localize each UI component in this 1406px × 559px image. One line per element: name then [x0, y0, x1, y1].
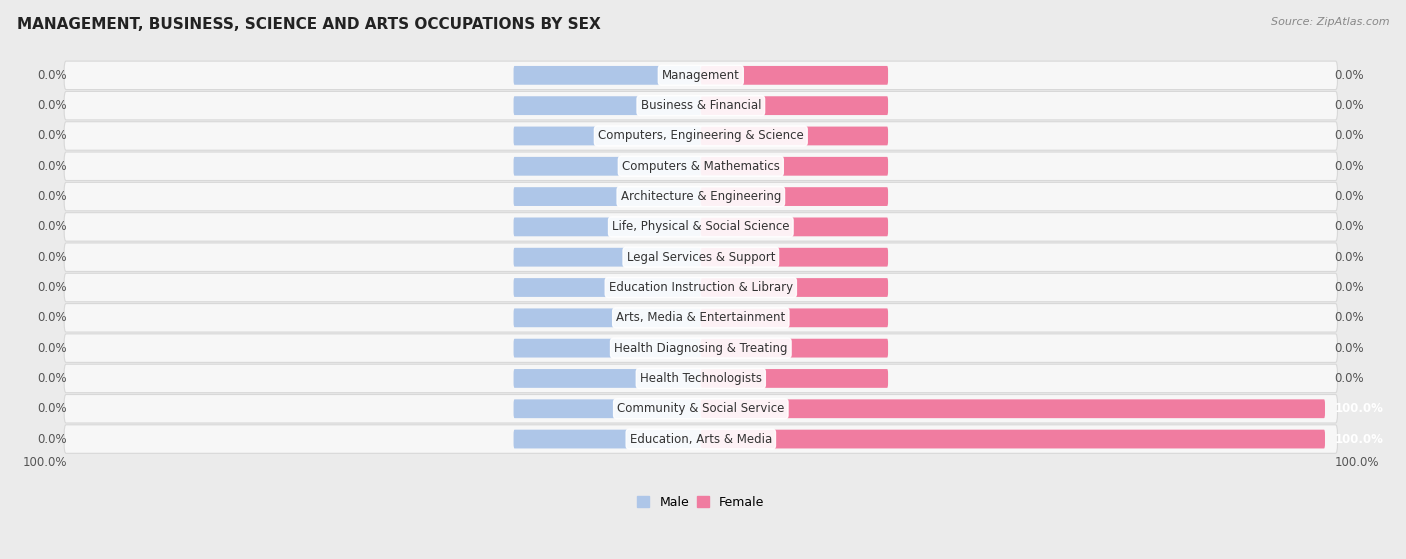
Text: Source: ZipAtlas.com: Source: ZipAtlas.com	[1271, 17, 1389, 27]
Text: 100.0%: 100.0%	[1334, 402, 1384, 415]
Text: 0.0%: 0.0%	[1334, 281, 1364, 294]
FancyBboxPatch shape	[700, 399, 1324, 418]
Text: 0.0%: 0.0%	[38, 190, 67, 203]
FancyBboxPatch shape	[65, 243, 1337, 272]
FancyBboxPatch shape	[700, 278, 889, 297]
Text: Architecture & Engineering: Architecture & Engineering	[620, 190, 780, 203]
FancyBboxPatch shape	[65, 61, 1337, 89]
FancyBboxPatch shape	[513, 399, 700, 418]
FancyBboxPatch shape	[65, 92, 1337, 120]
Text: Life, Physical & Social Science: Life, Physical & Social Science	[612, 220, 790, 234]
Text: 0.0%: 0.0%	[38, 69, 67, 82]
FancyBboxPatch shape	[65, 122, 1337, 150]
FancyBboxPatch shape	[65, 425, 1337, 453]
Text: Legal Services & Support: Legal Services & Support	[627, 250, 775, 264]
FancyBboxPatch shape	[513, 339, 700, 358]
Text: 0.0%: 0.0%	[38, 342, 67, 354]
Text: 100.0%: 100.0%	[1334, 433, 1384, 446]
Text: 0.0%: 0.0%	[1334, 69, 1364, 82]
FancyBboxPatch shape	[513, 187, 700, 206]
FancyBboxPatch shape	[700, 96, 889, 115]
FancyBboxPatch shape	[513, 66, 700, 85]
Text: Computers, Engineering & Science: Computers, Engineering & Science	[598, 130, 804, 143]
FancyBboxPatch shape	[513, 126, 700, 145]
FancyBboxPatch shape	[700, 126, 889, 145]
Text: 0.0%: 0.0%	[38, 402, 67, 415]
Text: Community & Social Service: Community & Social Service	[617, 402, 785, 415]
FancyBboxPatch shape	[513, 278, 700, 297]
Text: 0.0%: 0.0%	[38, 281, 67, 294]
Text: 0.0%: 0.0%	[1334, 372, 1364, 385]
Text: 0.0%: 0.0%	[38, 433, 67, 446]
Text: 0.0%: 0.0%	[38, 372, 67, 385]
Text: 0.0%: 0.0%	[1334, 99, 1364, 112]
Text: 0.0%: 0.0%	[1334, 190, 1364, 203]
FancyBboxPatch shape	[65, 395, 1337, 423]
Text: Education Instruction & Library: Education Instruction & Library	[609, 281, 793, 294]
Text: Health Diagnosing & Treating: Health Diagnosing & Treating	[614, 342, 787, 354]
FancyBboxPatch shape	[700, 66, 889, 85]
FancyBboxPatch shape	[513, 157, 700, 176]
Text: Arts, Media & Entertainment: Arts, Media & Entertainment	[616, 311, 786, 324]
Text: MANAGEMENT, BUSINESS, SCIENCE AND ARTS OCCUPATIONS BY SEX: MANAGEMENT, BUSINESS, SCIENCE AND ARTS O…	[17, 17, 600, 32]
FancyBboxPatch shape	[700, 430, 1324, 448]
FancyBboxPatch shape	[65, 304, 1337, 332]
FancyBboxPatch shape	[65, 212, 1337, 241]
FancyBboxPatch shape	[65, 273, 1337, 302]
FancyBboxPatch shape	[513, 96, 700, 115]
FancyBboxPatch shape	[513, 430, 700, 448]
Text: 0.0%: 0.0%	[38, 220, 67, 234]
Text: 100.0%: 100.0%	[22, 456, 67, 469]
Text: 0.0%: 0.0%	[38, 250, 67, 264]
FancyBboxPatch shape	[513, 248, 700, 267]
Text: Management: Management	[662, 69, 740, 82]
FancyBboxPatch shape	[65, 182, 1337, 211]
Text: 0.0%: 0.0%	[1334, 311, 1364, 324]
Text: 0.0%: 0.0%	[38, 311, 67, 324]
FancyBboxPatch shape	[700, 187, 889, 206]
FancyBboxPatch shape	[65, 334, 1337, 362]
Text: 0.0%: 0.0%	[38, 130, 67, 143]
FancyBboxPatch shape	[513, 369, 700, 388]
Text: Health Technologists: Health Technologists	[640, 372, 762, 385]
Text: Business & Financial: Business & Financial	[641, 99, 761, 112]
Text: 0.0%: 0.0%	[1334, 342, 1364, 354]
Text: 100.0%: 100.0%	[1334, 456, 1379, 469]
FancyBboxPatch shape	[700, 248, 889, 267]
Text: 0.0%: 0.0%	[38, 99, 67, 112]
FancyBboxPatch shape	[700, 369, 889, 388]
Text: 0.0%: 0.0%	[1334, 160, 1364, 173]
FancyBboxPatch shape	[700, 339, 889, 358]
Text: Education, Arts & Media: Education, Arts & Media	[630, 433, 772, 446]
FancyBboxPatch shape	[513, 309, 700, 327]
FancyBboxPatch shape	[65, 152, 1337, 181]
FancyBboxPatch shape	[700, 157, 889, 176]
Text: 0.0%: 0.0%	[1334, 250, 1364, 264]
Legend: Male, Female: Male, Female	[633, 491, 769, 514]
FancyBboxPatch shape	[513, 217, 700, 236]
Text: 0.0%: 0.0%	[1334, 130, 1364, 143]
FancyBboxPatch shape	[700, 217, 889, 236]
Text: 0.0%: 0.0%	[38, 160, 67, 173]
FancyBboxPatch shape	[700, 309, 889, 327]
FancyBboxPatch shape	[65, 364, 1337, 392]
Text: 0.0%: 0.0%	[1334, 220, 1364, 234]
Text: Computers & Mathematics: Computers & Mathematics	[621, 160, 780, 173]
